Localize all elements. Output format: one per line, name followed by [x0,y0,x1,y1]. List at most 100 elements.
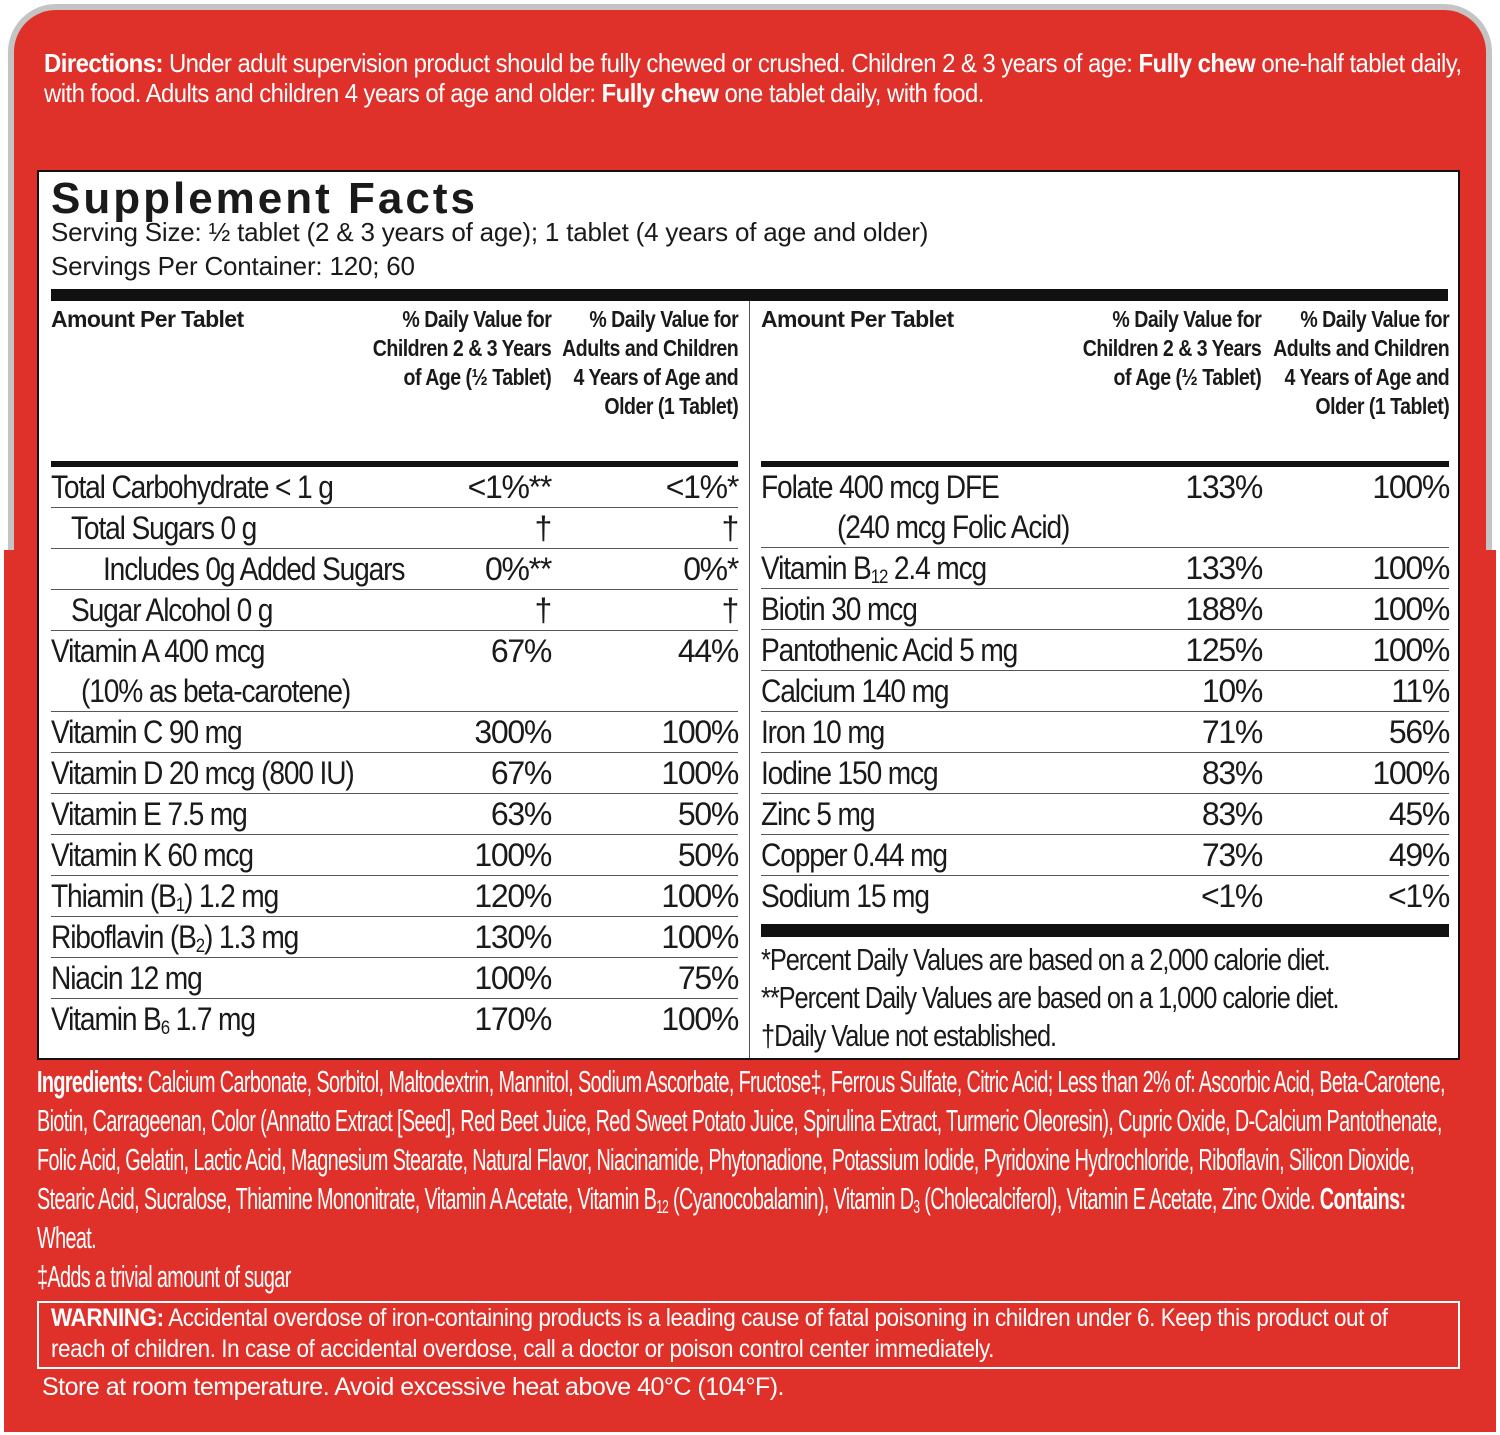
nutrient-row: Pantothenic Acid 5 mg 125% 100% [761,630,1450,671]
facts-right-column: Amount Per Tablet % Daily Value for Chil… [761,301,1450,1055]
directions-text-segment: one-half tablet daily, with food. Adults… [44,48,1462,108]
heavy-rule [51,289,1448,301]
nutrient-name: Vitamin D 20 mcg (800 IU) [51,753,355,793]
nutrient-name-text: Vitamin C 90 mg [51,714,243,750]
nutrient-row: Calcium 140 mg 10% 11% [761,671,1450,712]
nutrient-name-cell: Total Sugars 0 g [51,508,441,548]
adults-dv: 50% [677,837,739,873]
adults-dv: <1% [1387,878,1450,914]
nutrient-row: Thiamin (B1) 1.2 mg 120% 100% [51,876,739,917]
children-dv: 10% [1201,673,1263,709]
nutrient-name: Total Carbohydrate < 1 g [51,467,334,507]
nutrient-name-text: Riboflavin (B [51,919,197,955]
sugar-footnote: ‡Adds a trivial amount of sugar [37,1259,291,1294]
subscript: 6 [160,1018,170,1039]
footnote: †Daily Value not established. [761,1018,1057,1053]
children-dv: <1% [1200,878,1263,914]
nutrient-name-cell: Calcium 140 mg [761,671,1152,711]
adults-dv: 100% [661,919,739,955]
nutrient-name: Thiamin (B1) 1.2 mg [51,876,279,916]
nutrient-name-cell: Sodium 15 mg [761,876,1152,916]
children-dv: 120% [474,878,552,914]
nutrient-name: Calcium 140 mg [761,671,950,711]
nutrient-row: Vitamin B12 2.4 mcg 133% 100% [761,548,1450,589]
nutrient-name: Zinc 5 mg [761,794,875,834]
nutrient-name-cell: Iron 10 mg [761,712,1152,752]
nutrient-name-text: Vitamin B [51,1001,162,1037]
nutrient-name-cell: Vitamin K 60 mcg [51,835,441,875]
nutrient-name-text: Includes 0g Added Sugars [103,551,405,587]
nutrient-name-text: Vitamin K 60 mcg [51,837,254,873]
storage-instructions: Store at room temperature. Avoid excessi… [42,1373,785,1401]
nutrient-list: Total Carbohydrate < 1 g <1%** <1%* Total S… [51,467,739,1039]
header-children-dv: % Daily Value for Children 2 & 3 Years o… [1082,306,1262,390]
column-header: Amount Per Tablet % Daily Value for Chil… [761,301,1450,461]
nutrient-name-cell: Vitamin E 7.5 mg [51,794,441,834]
children-dv: 300% [474,714,552,750]
children-dv: 67% [490,633,552,669]
children-dv: 63% [490,796,552,832]
nutrient-name-text: Vitamin E 7.5 mg [51,796,248,832]
nutrient-name-text: Calcium 140 mg [761,673,950,709]
nutrient-name-text: Copper 0.44 mg [761,837,948,873]
footnote: **Percent Daily Values are based on a 1,… [761,980,1340,1015]
nutrient-row: Includes 0g Added Sugars 0%** 0%* [51,549,739,590]
subscript: 12 [870,567,889,588]
nutrient-row: Vitamin D 20 mcg (800 IU) 67% 100% [51,753,739,794]
nutrient-name: Vitamin E 7.5 mg [51,794,248,834]
adults-dv: 75% [677,960,739,996]
directions-emphasis: Fully chew [601,78,719,108]
adults-dv: 100% [1372,632,1450,668]
nutrient-amount: ) 1.2 mg [183,878,279,914]
nutrient-name: Vitamin A 400 mcg [51,631,265,671]
directions-text: Directions: Under adult supervision prod… [44,48,1464,114]
nutrient-name-text: Iron 10 mg [761,714,885,750]
ingredients-body: Ingredients: Calcium Carbonate, Sorbitol… [37,1062,1467,1296]
ingredients-text: (Cyanocobalamin), Vitamin D [668,1181,914,1216]
adults-dv: 0%* [683,551,739,587]
nutrient-note: (10% as beta-carotene) [81,673,351,709]
ingredients: Ingredients: Calcium Carbonate, Sorbitol… [37,1062,1467,1298]
nutrient-row: Niacin 12 mg 100% 75% [51,958,739,999]
nutrient-name: Riboflavin (B2) 1.3 mg [51,917,299,957]
header-adults-cell: % Daily Value for Adults and Children 4 … [558,305,739,421]
nutrient-row: Iron 10 mg 71% 56% [761,712,1450,753]
nutrient-name-cell: Riboflavin (B2) 1.3 mg [51,917,441,957]
nutrient-name: Biotin 30 mcg [761,589,918,629]
adults-dv: 100% [1372,550,1450,586]
children-dv: 130% [474,919,552,955]
nutrient-name-cell: Zinc 5 mg [761,794,1152,834]
nutrient-row: Sugar Alcohol 0 g † † [51,590,739,631]
nutrient-name-text: Folate 400 mcg DFE [761,469,1000,505]
adults-dv: 100% [1372,591,1450,627]
nutrient-row: Vitamin E 7.5 mg 63% 50% [51,794,739,835]
nutrient-name-cell: Thiamin (B1) 1.2 mg [51,876,441,916]
nutrient-row: Riboflavin (B2) 1.3 mg 130% 100% [51,917,739,958]
adults-dv: 44% [677,633,739,669]
nutrient-amount: ) 1.3 mg [204,919,299,955]
adults-dv: 100% [661,878,739,914]
nutrient-name: Niacin 12 mg [51,958,203,998]
subscript: 12 [656,1196,669,1217]
directions-body: Directions: Under adult supervision prod… [44,48,1464,108]
nutrient-name-text: Vitamin B [761,550,872,586]
nutrient-amount: 1.7 mg [168,1001,256,1037]
children-dv: 71% [1201,714,1263,750]
nutrient-note-line: (240 mcg Folic Acid) [761,507,1152,547]
facts-title: Supplement Facts [51,174,478,223]
nutrient-amount: 2.4 mcg [887,550,987,586]
children-dv: 83% [1201,796,1263,832]
nutrient-row: Copper 0.44 mg 73% 49% [761,835,1450,876]
column-header: Amount Per Tablet % Daily Value for Chil… [51,301,739,461]
nutrient-name: Vitamin C 90 mg [51,712,243,752]
nutrient-note-line: (10% as beta-carotene) [51,671,441,711]
ingredients-label: Ingredients: [37,1064,144,1099]
nutrient-name: Total Sugars 0 g [71,508,257,548]
header-adults-dv: % Daily Value for Adults and Children 4 … [1273,306,1450,419]
nutrient-name: Folate 400 mcg DFE [761,467,1000,507]
nutrient-name-cell: Folate 400 mcg DFE (240 mcg Folic Acid) [761,467,1152,547]
nutrient-row: Iodine 150 mcg 83% 100% [761,753,1450,794]
ingredients-text: Calcium Carbonate, Sorbitol, Maltodextri… [37,1064,1446,1216]
nutrient-name: Sugar Alcohol 0 g [71,590,273,630]
children-dv: 67% [490,755,552,791]
